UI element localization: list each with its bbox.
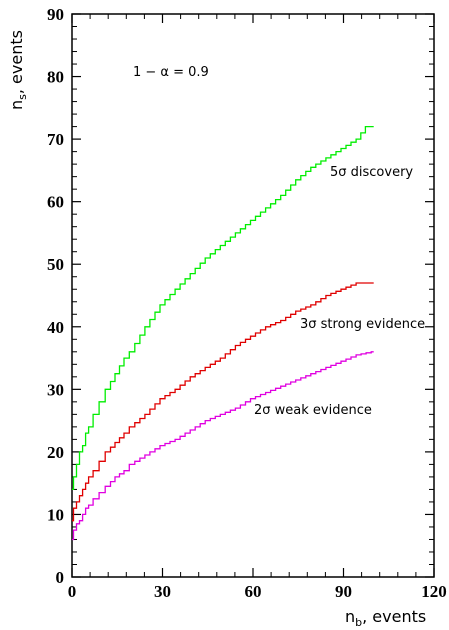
y-tick-label: 40 xyxy=(47,318,64,337)
y-tick-label: 90 xyxy=(47,5,64,24)
x-axis-title-rest: , events xyxy=(362,607,426,626)
y-tick-label: 10 xyxy=(47,505,64,524)
y-axis-title-main: n xyxy=(7,100,26,110)
x-tick-label: 30 xyxy=(154,582,171,601)
axis-ticks: 0 30 60 90 120 0 10 20 30 40 50 60 70 80 90 xyxy=(47,5,447,601)
x-tick-label: 120 xyxy=(421,582,447,601)
x-tick-label: 90 xyxy=(335,582,352,601)
y-tick-label: 70 xyxy=(47,130,64,149)
x-axis-title: nb, events xyxy=(345,607,426,629)
y-axis-title: ns, events xyxy=(7,30,29,110)
confidence-annotation: 1 − α = 0.9 xyxy=(133,65,209,80)
series-label-2sigma: 2σ weak evidence xyxy=(254,403,372,418)
x-tick-label: 0 xyxy=(68,582,77,601)
plot-area xyxy=(71,13,435,578)
x-axis-title-main: n xyxy=(345,607,355,626)
series-line-2sigma xyxy=(72,351,374,541)
series-line-5sigma xyxy=(72,125,374,491)
series-lines xyxy=(72,125,374,541)
y-tick-label: 30 xyxy=(47,380,64,399)
series-label-5sigma: 5σ discovery xyxy=(330,165,413,180)
series-line-3sigma xyxy=(72,282,374,522)
y-tick-label: 20 xyxy=(47,443,64,462)
y-axis-title-rest: , events xyxy=(7,30,26,94)
y-tick-label: 50 xyxy=(47,255,64,274)
y-tick-label: 0 xyxy=(56,568,65,587)
y-axis-title-sub: s xyxy=(16,94,29,100)
y-tick-label: 80 xyxy=(47,68,64,87)
x-axis-title-sub: b xyxy=(355,616,362,629)
x-tick-label: 60 xyxy=(245,582,262,601)
series-label-3sigma: 3σ strong evidence xyxy=(300,317,425,332)
y-tick-label: 60 xyxy=(47,193,64,212)
